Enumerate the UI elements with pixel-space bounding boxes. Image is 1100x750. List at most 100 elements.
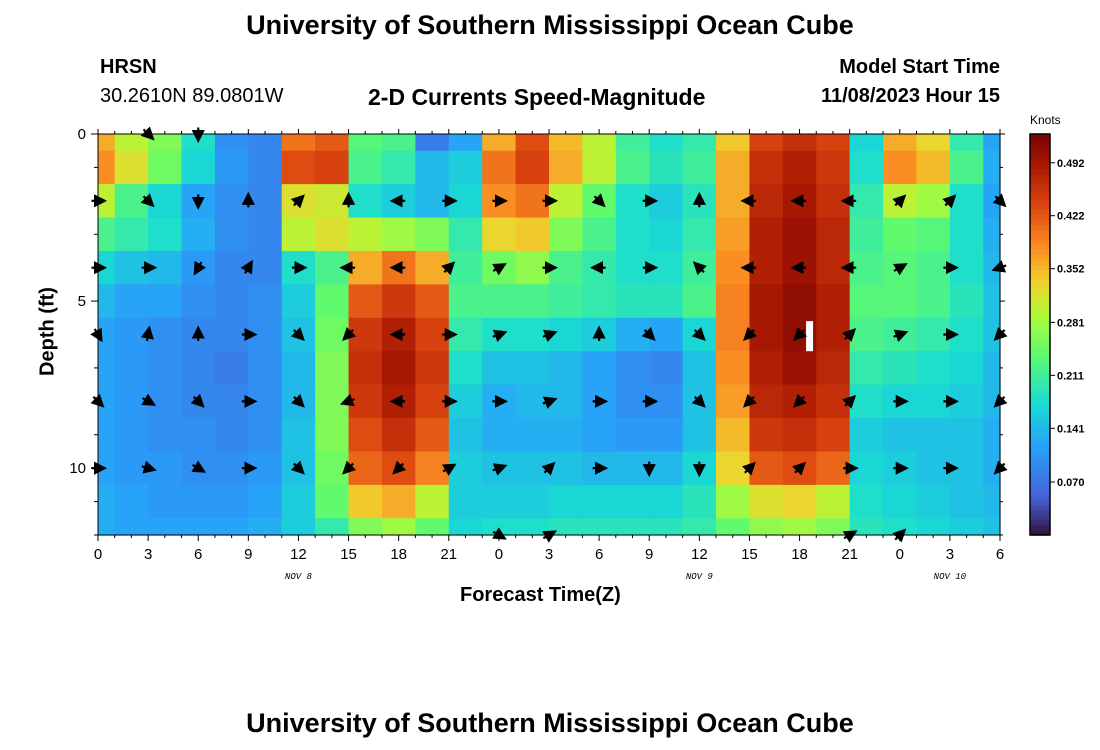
colorbar-segment: [1030, 419, 1050, 426]
colorbar-segment: [1030, 189, 1050, 195]
colorbar-segment: [1030, 244, 1050, 250]
heatmap-cell: [214, 134, 249, 152]
heatmap-cell: [482, 518, 517, 536]
colorbar-segment: [1030, 264, 1050, 270]
colorbar-segment: [1030, 209, 1050, 215]
heatmap-cell: [114, 418, 149, 453]
colorbar-tick-label: 0.492: [1057, 158, 1085, 170]
current-vector-arrow: [290, 194, 305, 209]
station-name: HRSN: [100, 56, 157, 78]
current-vector-arrow: [290, 460, 305, 475]
heatmap-cell: [148, 317, 183, 352]
heatmap-cell: [615, 134, 650, 152]
heatmap-cell: [248, 184, 283, 219]
colorbar-segment: [1030, 384, 1050, 391]
x-tick-label: 6: [996, 546, 1004, 563]
heatmap-cell: [114, 150, 149, 185]
heatmap-cell: [315, 217, 350, 252]
heatmap-cell: [649, 484, 684, 519]
heatmap-cell: [482, 217, 517, 252]
x-tick-label: 12: [691, 546, 708, 563]
heatmap-cell: [515, 384, 550, 419]
heatmap-cell: [749, 351, 784, 386]
colorbar-segment: [1030, 274, 1050, 280]
heatmap-cell: [415, 484, 450, 519]
heatmap-cell: [248, 217, 283, 252]
colorbar-tick-label: 0.070: [1057, 477, 1085, 489]
heatmap-cell: [949, 418, 984, 453]
current-vector-arrow: [793, 393, 808, 408]
heatmap-cell: [448, 418, 483, 453]
colorbar-segment: [1030, 174, 1050, 180]
heatmap-cell: [98, 518, 116, 536]
heatmap-cell: [749, 317, 784, 352]
heatmap-cell: [749, 484, 784, 519]
heatmap-cell: [214, 518, 249, 536]
heatmap-cell: [248, 150, 283, 185]
heatmap-cell: [448, 451, 483, 486]
footer-title: University of Southern Mississippi Ocean…: [246, 708, 854, 738]
colorbar-segment: [1030, 269, 1050, 275]
current-vector-arrow: [541, 461, 556, 476]
heatmap-cell: [716, 451, 751, 486]
x-date-label: NOV 9: [686, 572, 714, 582]
heatmap-cell: [114, 284, 149, 319]
heatmap-cell: [415, 284, 450, 319]
heatmap-cell: [883, 484, 918, 519]
heatmap-cell: [849, 418, 884, 453]
heatmap-cell: [281, 284, 316, 319]
heatmap-cell: [582, 134, 617, 152]
heatmap-cell: [181, 351, 216, 386]
heatmap-cell: [448, 250, 483, 285]
heatmap-cell: [348, 418, 383, 453]
current-vector-arrow: [942, 194, 957, 209]
heatmap-cell: [749, 384, 784, 419]
current-vector-arrow: [892, 194, 907, 209]
colorbar-segment: [1030, 184, 1050, 190]
heatmap-cell: [148, 518, 183, 536]
x-tick-label: 18: [390, 546, 407, 563]
heatmap-cell: [849, 351, 884, 386]
heatmap-cell: [649, 351, 684, 386]
heatmap-cell: [248, 134, 283, 152]
heatmap-cell: [114, 217, 149, 252]
heatmap-cell: [816, 134, 851, 152]
heatmap-cell: [549, 351, 584, 386]
heatmap-cell: [448, 284, 483, 319]
heatmap-cell: [281, 484, 316, 519]
colorbar-segment: [1030, 394, 1050, 401]
heatmap-cell: [615, 451, 650, 486]
colorbar-segment: [1030, 359, 1050, 366]
heatmap-cell: [549, 134, 584, 152]
heatmap-cell: [649, 284, 684, 319]
heatmap-cell: [949, 351, 984, 386]
heatmap-cell: [682, 484, 717, 519]
heatmap-cell: [381, 484, 416, 519]
heatmap-cell: [849, 518, 884, 536]
colorbar-segment: [1030, 509, 1050, 516]
colorbar-segment: [1030, 514, 1050, 521]
heatmap-cell: [549, 284, 584, 319]
heatmap-cell: [983, 351, 1001, 386]
current-vector-arrow: [141, 393, 157, 406]
heatmap-cell: [315, 351, 350, 386]
colorbar-frame: [1029, 133, 1051, 536]
heatmap-cell: [98, 317, 116, 352]
heatmap-cell: [615, 150, 650, 185]
colorbar-segment: [1030, 309, 1050, 316]
current-vector-arrow: [542, 396, 558, 409]
heatmap-cell: [415, 134, 450, 152]
colorbar-segment: [1030, 469, 1050, 476]
colorbar-segment: [1030, 489, 1050, 496]
chart-subtitle: 2-D Currents Speed-Magnitude: [368, 84, 706, 110]
heatmap-cell: [582, 217, 617, 252]
heatmap-cell: [148, 217, 183, 252]
x-tick-label: 9: [645, 546, 653, 563]
heatmap-cell: [315, 184, 350, 219]
heatmap-cell: [983, 518, 1001, 536]
current-vector-arrow: [141, 460, 157, 474]
heatmap-cell: [749, 134, 784, 152]
colorbar-segment: [1030, 304, 1050, 311]
heatmap-cell: [983, 384, 1001, 419]
heatmap-cell: [716, 484, 751, 519]
